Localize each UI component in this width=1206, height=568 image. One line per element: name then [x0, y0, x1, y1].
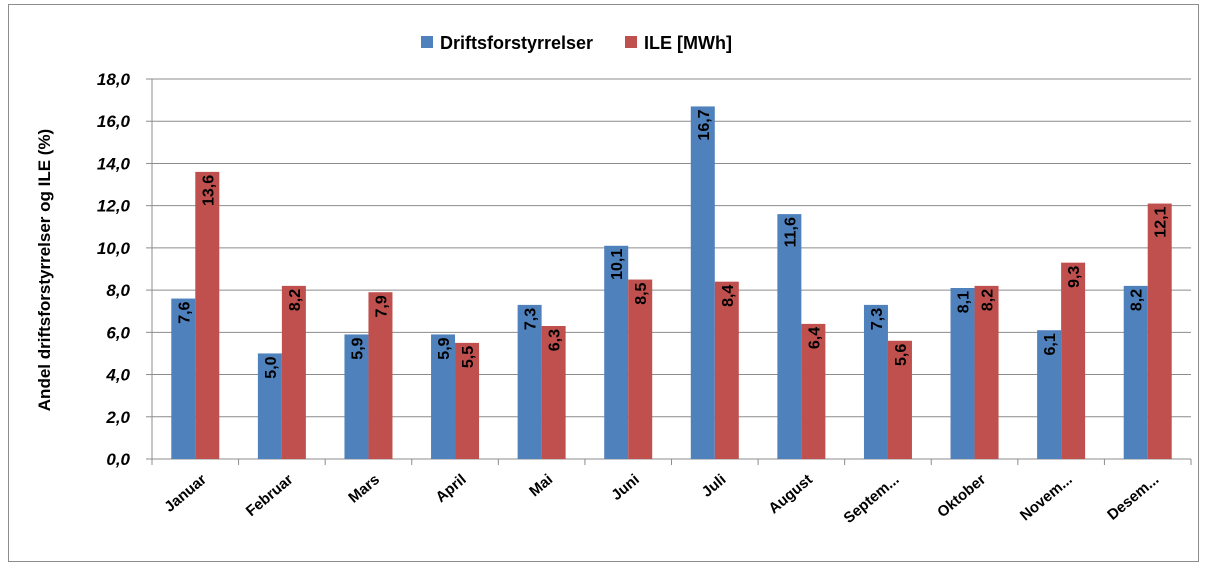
data-label: 7,6 [176, 301, 193, 323]
data-label: 12,1 [1153, 206, 1170, 237]
legend-swatch [421, 36, 433, 48]
bar-driftsforstyrrelser [690, 106, 715, 459]
bar-driftsforstyrrelser [777, 214, 802, 459]
x-tick-label: Desem... [1104, 471, 1162, 524]
data-label: 10,1 [609, 249, 626, 280]
data-labels: 7,6 5,0 5,9 5,9 7,3 10,1 16,7 11,6 7,3 8,1 6,1 8,2 1… [176, 109, 1169, 378]
bar-ile [801, 323, 826, 459]
y-tick-label: 6,0 [106, 323, 130, 342]
x-tick-label: Oktober [934, 471, 989, 521]
y-tick-label: 16,0 [97, 112, 131, 131]
legend: Driftsforstyrrelser ILE [MWh] [421, 33, 732, 53]
data-label: 7,3 [869, 308, 886, 330]
bar-driftsforstyrrelser [1123, 285, 1148, 459]
bar-driftsforstyrrelser [257, 353, 282, 459]
data-label: 7,3 [523, 308, 540, 330]
axes [151, 79, 1192, 465]
x-tick-labels: Januar Februar Mars April Mai Juni Juli August S… [161, 471, 1162, 527]
x-tick-label: April [433, 471, 470, 506]
data-label: 8,2 [287, 289, 304, 311]
bar-driftsforstyrrelser [863, 304, 888, 459]
data-label: 16,7 [696, 109, 713, 140]
bar-ile [714, 281, 739, 459]
y-tick-label: 12,0 [97, 197, 131, 216]
bar-ile [195, 171, 220, 459]
y-tick-label: 4,0 [105, 366, 130, 385]
data-label: 6,4 [806, 327, 823, 349]
legend-swatch [625, 36, 637, 48]
data-label: 8,5 [633, 282, 650, 304]
data-label: 11,6 [782, 217, 799, 247]
bar-driftsforstyrrelser [950, 288, 975, 459]
bar-driftsforstyrrelser [1037, 330, 1062, 459]
data-label: 9,3 [1066, 266, 1083, 288]
x-tick-label: Juli [699, 471, 730, 501]
x-tick-label: Septem... [841, 471, 903, 527]
bar-ile [887, 340, 912, 459]
data-label: 6,3 [547, 329, 564, 351]
data-label: 5,5 [460, 346, 477, 368]
y-tick-labels: 0,0 2,0 4,0 6,0 8,0 10,0 12,0 14,0 16,0 18,0 [97, 70, 131, 469]
data-label: 5,6 [893, 344, 910, 366]
bar-driftsforstyrrelser [344, 334, 369, 459]
y-tick-label: 0,0 [106, 450, 130, 469]
bar-driftsforstyrrelser [517, 304, 542, 459]
bar-ile [628, 279, 653, 459]
legend-label: Driftsforstyrrelser [440, 33, 593, 53]
bar-driftsforstyrrelser [431, 334, 456, 459]
y-tick-label: 14,0 [97, 154, 131, 173]
y-tick-label: 2,0 [105, 408, 130, 427]
bars [171, 106, 1172, 459]
y-axis-label: Andel driftsforstyrrelser og ILE (%) [35, 129, 54, 411]
data-label: 8,1 [956, 291, 973, 313]
y-tick-label: 18,0 [97, 70, 131, 89]
data-label: 8,2 [1129, 289, 1146, 311]
x-tick-label: Januar [161, 471, 210, 516]
bar-driftsforstyrrelser [171, 298, 196, 459]
x-tick-label: Mai [526, 471, 556, 500]
y-tick-label: 10,0 [97, 239, 131, 258]
bar-driftsforstyrrelser [604, 245, 629, 459]
data-label: 5,0 [263, 356, 280, 378]
bar-ile [541, 326, 566, 459]
data-label: 5,9 [436, 337, 453, 359]
bar-ile [1147, 203, 1172, 459]
bar-ile [281, 285, 306, 459]
x-tick-label: Juni [608, 471, 643, 504]
x-tick-label: Novem... [1017, 471, 1076, 524]
data-label: 5,9 [349, 337, 366, 359]
legend-label: ILE [MWh] [644, 33, 732, 53]
data-label: 13,6 [200, 175, 217, 206]
x-tick-label: Februar [243, 471, 297, 520]
data-label: 8,2 [980, 289, 997, 311]
x-tick-label: Mars [345, 471, 383, 507]
x-tick-label: August [765, 471, 816, 517]
bar-ile [974, 285, 999, 459]
bar-ile [455, 342, 480, 459]
y-tick-label: 8,0 [106, 281, 130, 300]
bar-ile [1061, 262, 1086, 459]
gridlines [146, 78, 1191, 460]
data-label: 7,9 [373, 295, 390, 317]
data-label: 8,4 [720, 285, 737, 307]
data-label: 6,1 [1042, 333, 1059, 355]
bar-ile [368, 292, 393, 459]
